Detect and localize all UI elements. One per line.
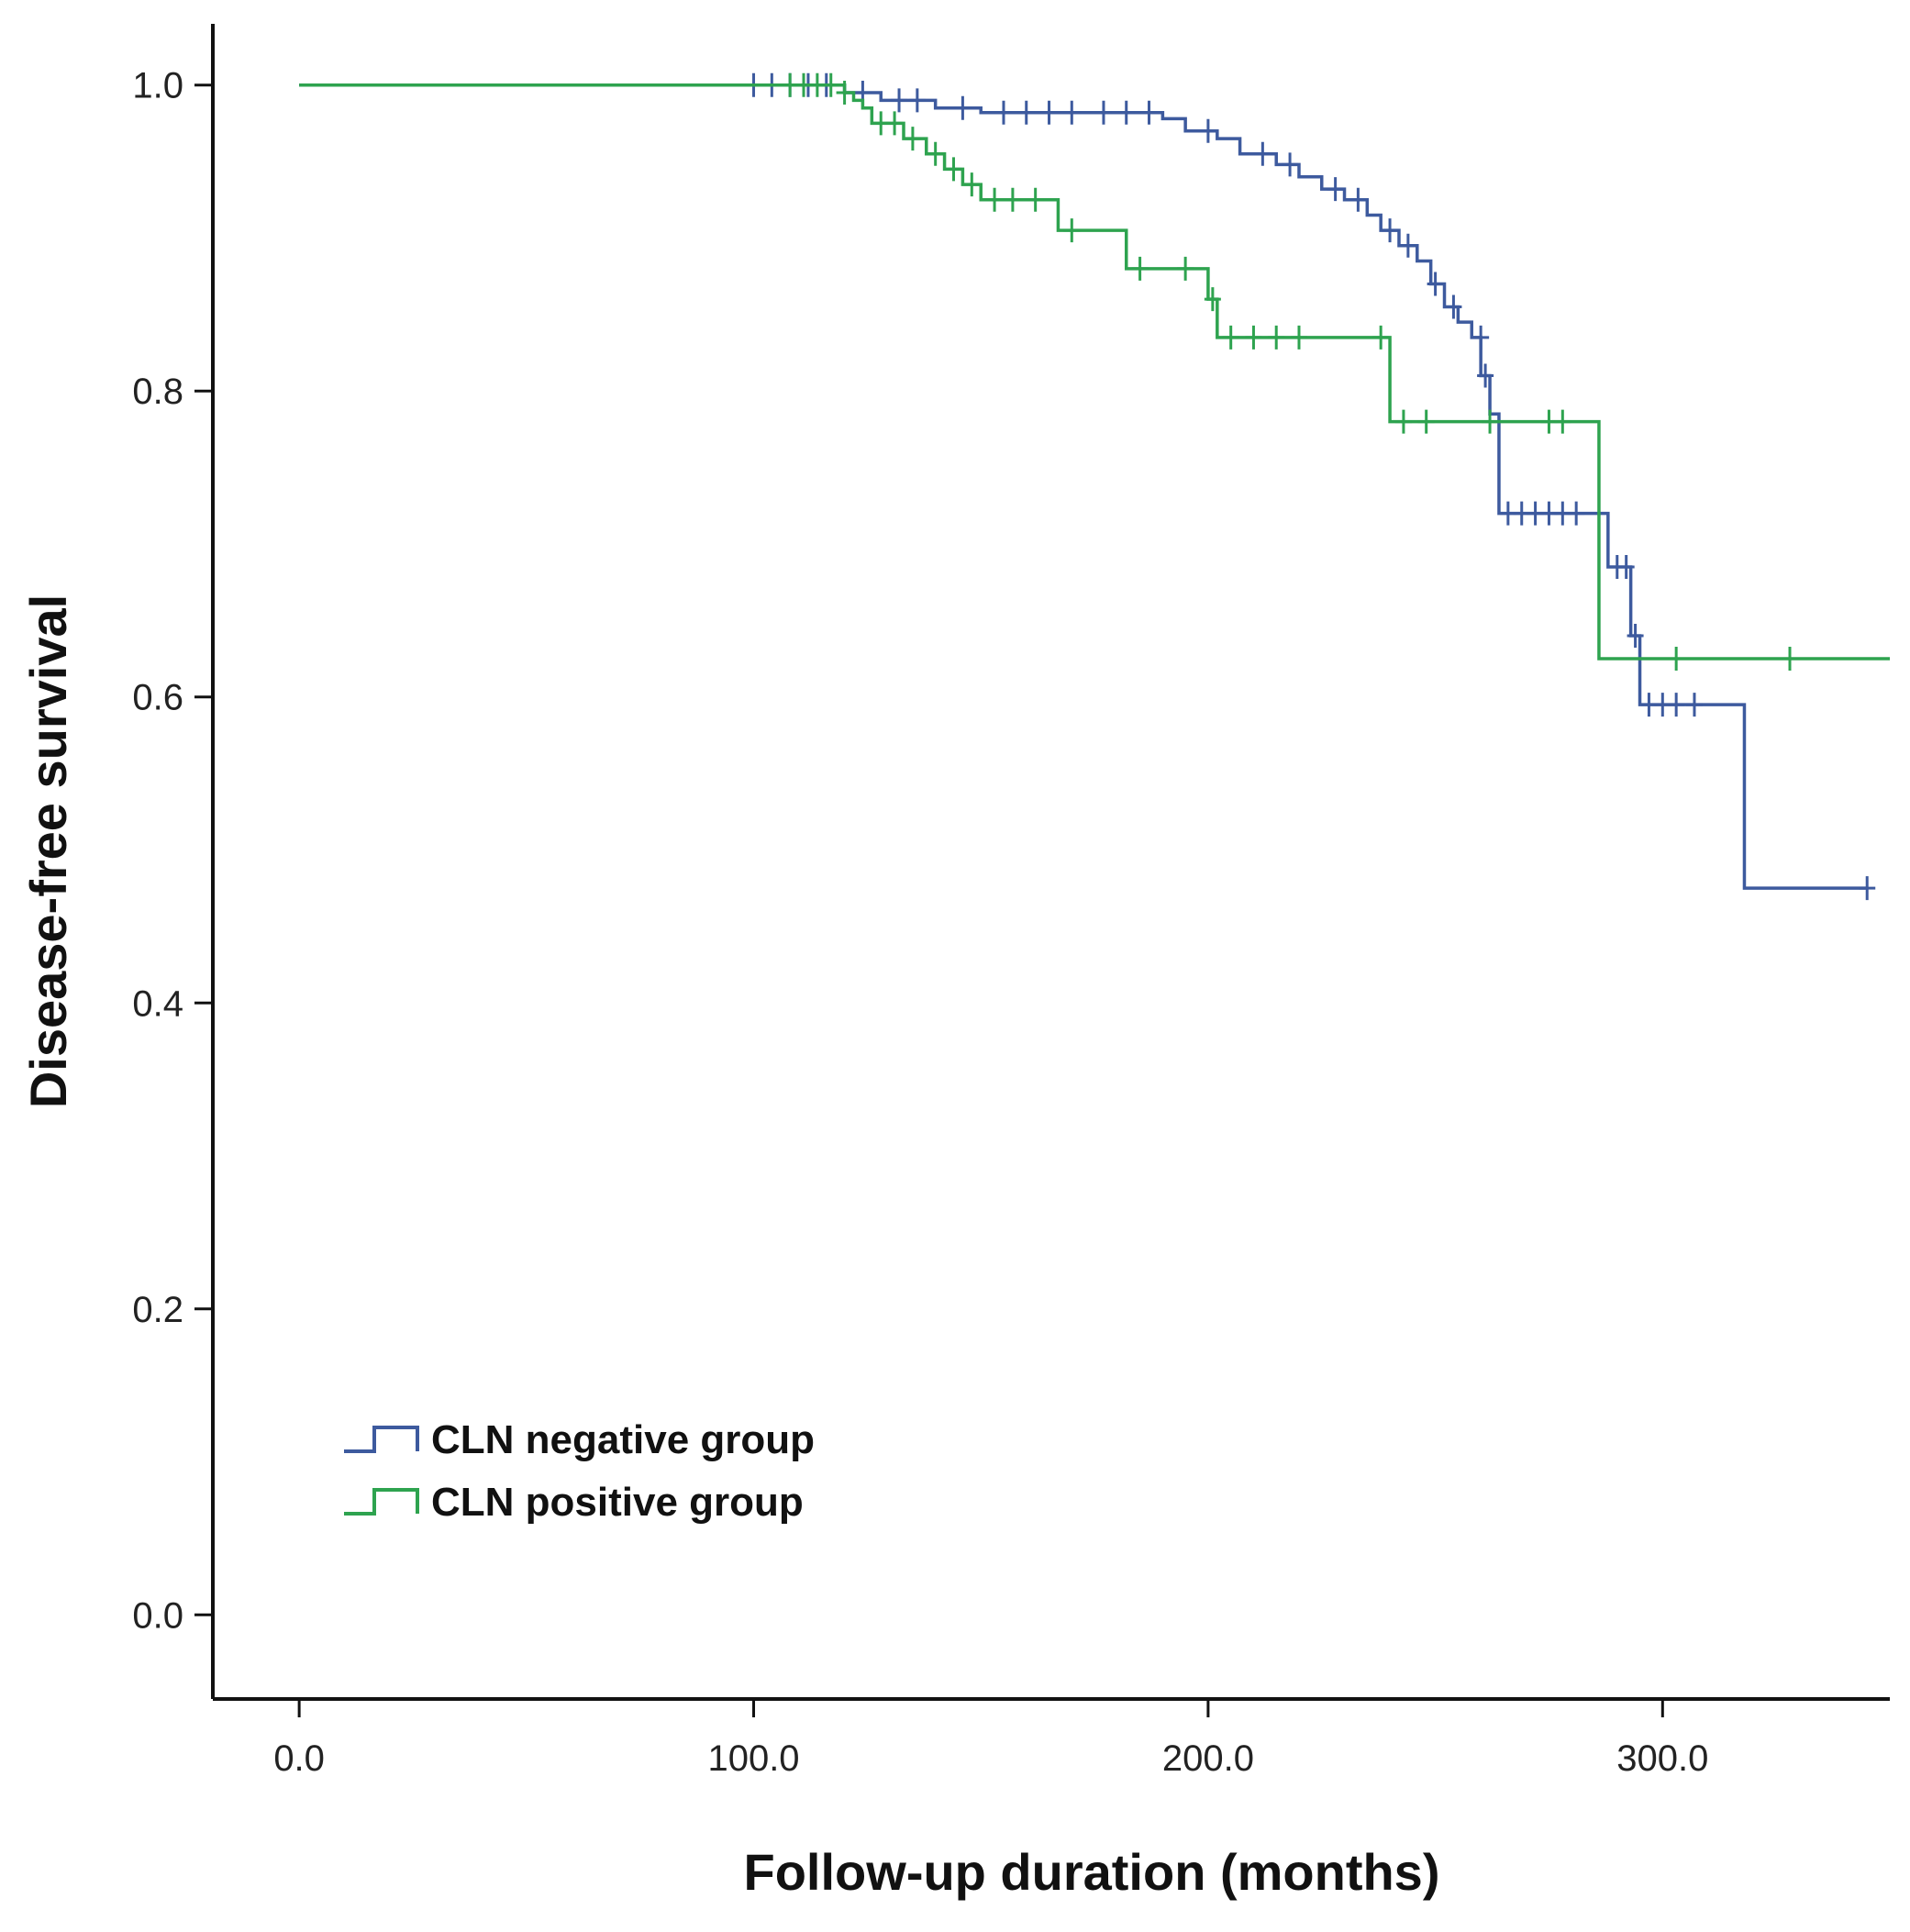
series-0 — [299, 72, 1876, 901]
censor-mark-1-28 — [1668, 647, 1685, 672]
censor-mark-1-25 — [1482, 409, 1499, 434]
x-tick-label-0: 0.0 — [273, 1738, 325, 1779]
censor-mark-0-23 — [1427, 272, 1444, 296]
legend-item-positive: CLN positive group — [344, 1480, 804, 1525]
censor-mark-0-39 — [1685, 693, 1703, 717]
censor-mark-1-20 — [1268, 325, 1285, 350]
legend-label-negative: CLN negative group — [431, 1417, 815, 1462]
censor-mark-1-9 — [945, 157, 962, 182]
censor-mark-1-21 — [1290, 325, 1307, 350]
censor-mark-0-40 — [1859, 876, 1876, 901]
censor-mark-1-10 — [963, 172, 981, 197]
legend-item-negative: CLN negative group — [344, 1417, 815, 1462]
censor-mark-1-11 — [986, 187, 1004, 212]
y-tick-label-0: 0.0 — [132, 1595, 183, 1636]
x-axis-title: Follow-up duration (months) — [744, 1843, 1440, 1901]
censor-mark-1-22 — [1372, 325, 1390, 350]
y-tick-label-3: 0.6 — [132, 678, 183, 718]
y-tick-label-4: 0.8 — [132, 372, 183, 412]
legend-label-positive: CLN positive group — [431, 1480, 804, 1525]
censor-mark-1-4 — [836, 81, 853, 105]
censor-mark-1-6 — [886, 111, 904, 136]
censor-mark-0-16 — [1199, 118, 1216, 143]
x-tick-label-2: 200.0 — [1162, 1738, 1254, 1779]
y-tick-label-1: 0.2 — [132, 1290, 183, 1330]
censor-mark-0-22 — [1399, 233, 1416, 258]
censor-mark-0-13 — [1094, 100, 1112, 125]
censor-mark-1-23 — [1394, 409, 1412, 434]
censor-mark-1-13 — [1027, 187, 1044, 212]
censor-mark-0-20 — [1349, 187, 1367, 212]
censor-mark-0-9 — [994, 100, 1012, 125]
censor-mark-1-24 — [1417, 409, 1435, 434]
x-axis: 0.0 100.0 200.0 300.0 — [213, 1697, 1890, 1779]
censor-mark-1-17 — [1204, 287, 1221, 312]
censor-mark-0-21 — [1382, 218, 1399, 243]
y-tick-label-5: 1.0 — [132, 66, 183, 106]
censor-mark-0-18 — [1282, 152, 1299, 177]
censor-mark-0-12 — [1063, 100, 1081, 125]
censor-mark-0-19 — [1327, 177, 1344, 202]
censor-mark-0-24 — [1445, 294, 1462, 319]
censor-mark-0-34 — [1617, 554, 1635, 579]
censor-mark-0-32 — [1568, 501, 1585, 526]
censor-mark-1-16 — [1177, 256, 1194, 281]
legend: CLN negative group CLN positive group — [344, 1417, 815, 1525]
censor-mark-0-7 — [908, 88, 926, 113]
censor-mark-1-12 — [1004, 187, 1021, 212]
legend-swatch-negative — [344, 1426, 419, 1453]
x-tick-label-3: 300.0 — [1616, 1738, 1708, 1779]
censor-mark-1-14 — [1063, 218, 1081, 243]
censor-mark-0-26 — [1477, 363, 1494, 388]
censor-mark-1-18 — [1222, 325, 1239, 350]
legend-swatch-positive — [344, 1488, 419, 1516]
censor-mark-1-8 — [927, 141, 944, 166]
y-axis: 0.0 0.2 0.4 0.6 0.8 1.0 — [132, 24, 215, 1699]
censor-mark-0-14 — [1117, 100, 1135, 125]
censor-mark-0-38 — [1668, 693, 1685, 717]
censor-mark-1-27 — [1554, 409, 1571, 434]
censor-mark-0-10 — [1017, 100, 1035, 125]
series-line-0 — [299, 83, 1868, 890]
censor-mark-1-15 — [1131, 256, 1149, 281]
censor-mark-0-15 — [1140, 100, 1158, 125]
censor-mark-0-25 — [1472, 325, 1490, 350]
censor-mark-0-17 — [1254, 141, 1271, 166]
y-tick-label-2: 0.4 — [132, 983, 183, 1024]
censor-mark-1-19 — [1245, 325, 1262, 350]
censor-mark-1-7 — [904, 127, 921, 151]
series-layer — [299, 72, 1890, 901]
series-line-1 — [299, 83, 1890, 661]
y-axis-title: Disease-free survival — [19, 594, 77, 1108]
censor-mark-0-35 — [1627, 624, 1644, 649]
censor-mark-0-6 — [891, 88, 908, 113]
censor-mark-1-3 — [822, 72, 839, 97]
series-1 — [299, 72, 1890, 672]
censor-mark-0-8 — [954, 95, 972, 120]
censor-mark-1-29 — [1782, 647, 1799, 672]
x-tick-label-1: 100.0 — [707, 1738, 799, 1779]
censor-mark-0-11 — [1040, 100, 1058, 125]
